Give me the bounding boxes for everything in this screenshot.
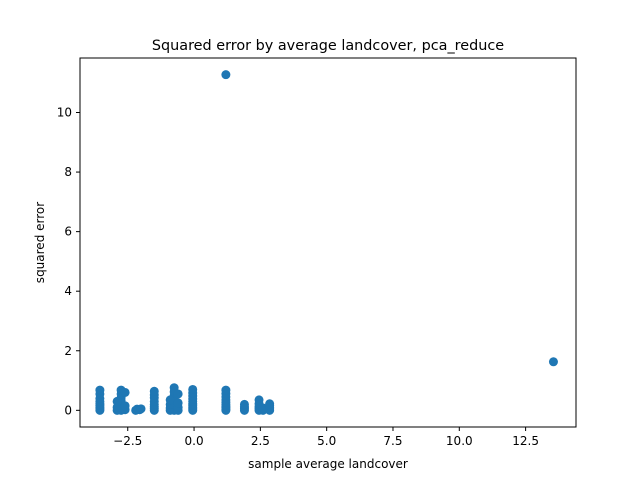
data-point [265, 399, 275, 409]
x-axis-ticks: −2.5 0.0 2.5 5.0 7.5 10.0 12.5 [113, 427, 539, 448]
data-point [120, 401, 130, 411]
y-tick-label: 6 [64, 225, 72, 239]
y-tick-label: 4 [64, 284, 72, 298]
x-tick-label: 12.5 [512, 434, 539, 448]
x-tick-label: −2.5 [113, 434, 142, 448]
y-tick-label: 10 [57, 106, 72, 120]
data-point [239, 399, 249, 409]
data-point [112, 396, 122, 406]
y-axis-ticks: 0 2 4 6 8 10 [57, 106, 80, 417]
y-tick-label: 0 [64, 403, 72, 417]
data-point [136, 404, 146, 414]
data-point [120, 387, 130, 397]
x-axis-label: sample average landcover [248, 457, 408, 471]
data-point [221, 385, 231, 395]
y-tick-label: 2 [64, 344, 72, 358]
x-tick-label: 5.0 [317, 434, 336, 448]
x-tick-label: 7.5 [383, 434, 402, 448]
chart-title: Squared error by average landcover, pca_… [152, 38, 504, 54]
data-point [188, 384, 198, 394]
x-tick-label: 10.0 [446, 434, 473, 448]
data-point [173, 389, 183, 399]
data-point [149, 386, 159, 396]
plot-frame [79, 57, 577, 428]
data-point [221, 70, 231, 80]
data-point [254, 395, 264, 405]
data-point [548, 357, 558, 367]
data-point [95, 385, 105, 395]
x-tick-label: 2.5 [251, 434, 270, 448]
data-point [173, 398, 183, 408]
points-layer [95, 70, 558, 415]
data-point [165, 395, 175, 405]
x-tick-label: 0.0 [185, 434, 204, 448]
y-tick-label: 8 [64, 165, 72, 179]
y-axis-label: squared error [33, 202, 47, 283]
